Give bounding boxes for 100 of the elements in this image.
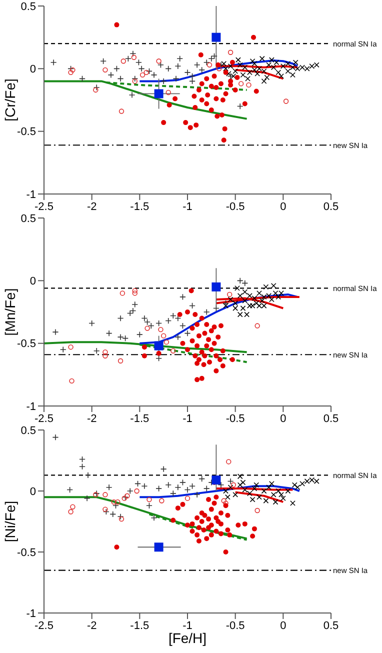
point — [132, 290, 138, 296]
point — [199, 350, 204, 355]
point — [174, 62, 182, 70]
point — [180, 294, 186, 300]
point — [114, 544, 120, 550]
point — [228, 484, 234, 490]
point — [204, 343, 210, 348]
y-tick-label: -0.5 — [17, 546, 36, 559]
point — [208, 328, 214, 334]
point — [172, 96, 178, 102]
point — [148, 322, 154, 329]
point — [223, 488, 228, 494]
y-tick-label: -1 — [26, 608, 36, 620]
point — [174, 484, 182, 491]
point — [154, 341, 164, 350]
point — [223, 70, 228, 75]
point — [212, 282, 221, 292]
point — [218, 357, 223, 362]
point — [174, 334, 182, 340]
point — [111, 499, 116, 505]
point — [252, 526, 257, 532]
y-axis-title: [Cr/Fe] — [2, 78, 18, 122]
y-tick-label: 0 — [30, 486, 36, 498]
point — [142, 353, 147, 358]
point — [214, 494, 219, 500]
point — [185, 347, 190, 352]
point — [183, 120, 188, 126]
point — [196, 525, 202, 530]
point — [225, 528, 230, 533]
point — [290, 500, 296, 506]
point — [213, 305, 220, 312]
point — [70, 504, 76, 510]
point — [227, 478, 234, 484]
point — [232, 87, 238, 92]
point — [237, 482, 243, 488]
point — [170, 348, 176, 354]
point — [120, 290, 126, 296]
point — [220, 363, 226, 368]
point — [285, 68, 291, 74]
point — [254, 508, 260, 514]
x-tick-label: 0 — [280, 200, 286, 213]
point — [100, 58, 107, 64]
point — [227, 72, 234, 80]
point — [220, 348, 226, 354]
point — [264, 74, 270, 80]
line-series — [44, 80, 248, 120]
point — [222, 126, 228, 132]
point — [216, 66, 222, 72]
point — [201, 362, 206, 368]
point — [108, 72, 114, 78]
y-tick-label: 0.5 — [20, 424, 36, 437]
point — [236, 103, 244, 110]
point — [212, 74, 217, 79]
point — [261, 78, 267, 84]
point — [278, 492, 284, 498]
point — [156, 320, 162, 326]
point — [223, 91, 228, 96]
point — [208, 55, 215, 62]
point — [93, 348, 100, 354]
point — [203, 59, 210, 66]
point — [194, 343, 200, 348]
point — [136, 331, 143, 338]
point — [196, 538, 202, 544]
point — [254, 70, 260, 76]
point — [188, 288, 194, 294]
point — [180, 340, 186, 346]
point — [246, 82, 252, 88]
point — [194, 322, 200, 328]
point — [52, 434, 59, 441]
y-tick-label: 0 — [30, 276, 36, 288]
point — [212, 324, 217, 330]
point — [165, 318, 172, 324]
point — [194, 532, 200, 538]
point — [194, 515, 200, 520]
x-tick-label: -1.5 — [130, 412, 150, 425]
point — [114, 22, 120, 28]
point — [172, 75, 180, 82]
point — [214, 96, 219, 102]
point — [232, 492, 238, 498]
point — [259, 56, 265, 62]
point — [140, 72, 146, 78]
point — [141, 315, 148, 322]
point — [204, 76, 210, 82]
point — [252, 60, 258, 66]
point — [203, 485, 210, 492]
point — [263, 498, 269, 504]
point — [230, 357, 235, 362]
point — [93, 87, 98, 93]
point — [68, 70, 74, 76]
point — [223, 303, 228, 308]
point — [283, 98, 289, 104]
point — [52, 328, 59, 336]
point — [126, 488, 134, 494]
point — [221, 498, 226, 504]
y-tick-label: 0 — [30, 64, 36, 76]
point — [218, 510, 224, 516]
point — [202, 353, 208, 358]
point — [196, 357, 202, 362]
point — [117, 75, 124, 82]
point — [79, 463, 86, 470]
